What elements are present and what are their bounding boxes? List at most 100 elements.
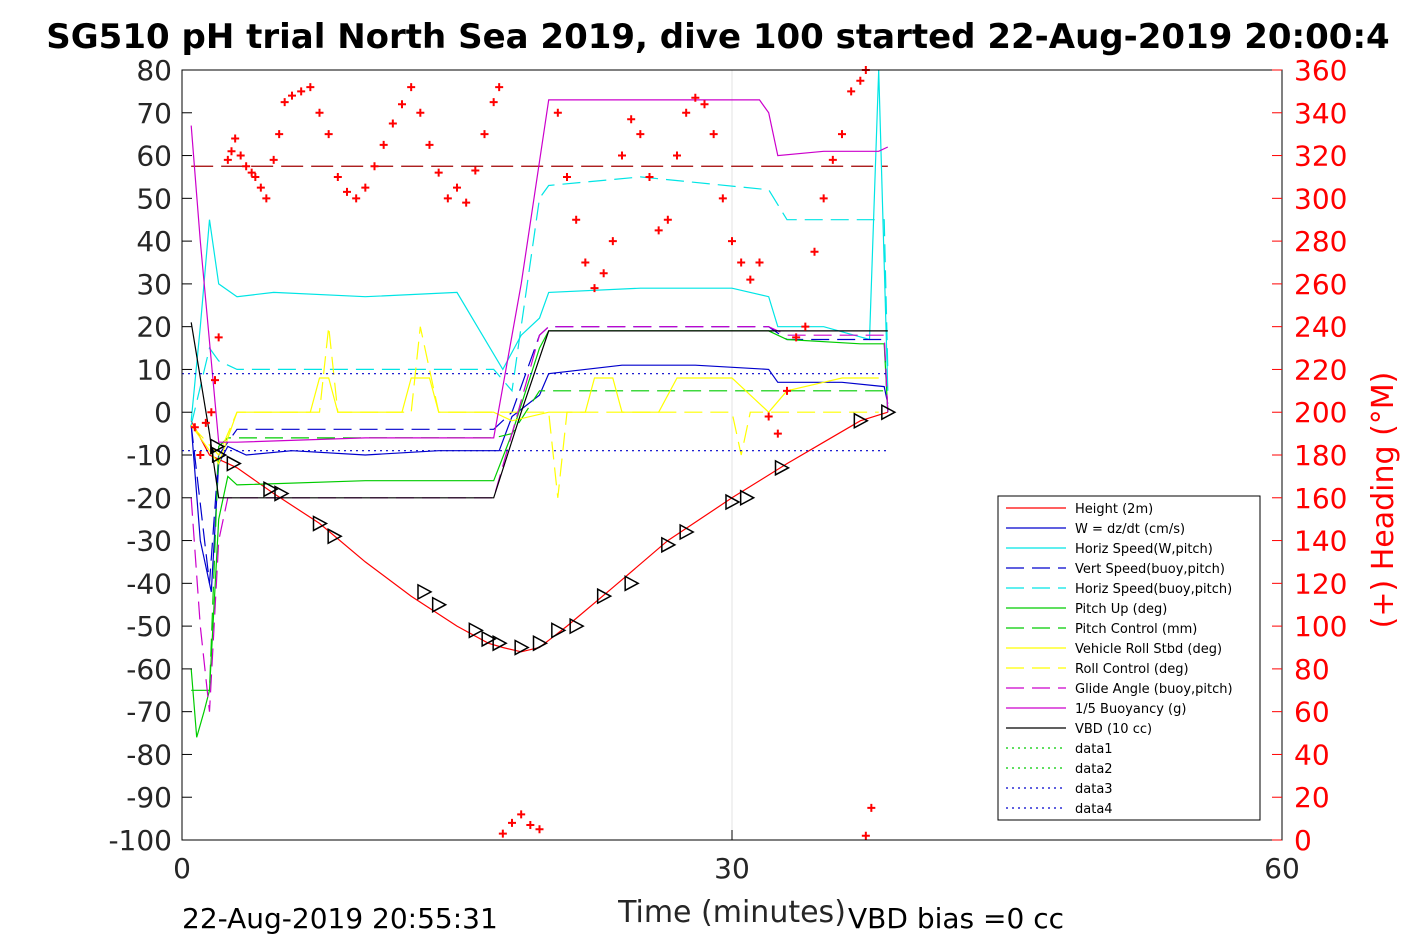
y-tick-label: 50 bbox=[136, 182, 172, 215]
heading-point bbox=[407, 83, 416, 92]
y-tick-label: -90 bbox=[126, 781, 172, 814]
y2-tick-label: 80 bbox=[1294, 653, 1330, 686]
depth-marker bbox=[514, 639, 530, 656]
heading-point bbox=[508, 818, 516, 827]
depth-marker bbox=[481, 630, 497, 648]
heading-point bbox=[810, 247, 819, 256]
heading-point bbox=[618, 151, 626, 160]
heading-point bbox=[498, 829, 507, 838]
heading-point bbox=[398, 100, 406, 109]
legend-entry: data2 bbox=[1075, 762, 1113, 777]
heading-point bbox=[599, 269, 608, 278]
y2-tick-label: 360 bbox=[1294, 54, 1347, 87]
legend-entry: Vehicle Roll Stbd (deg) bbox=[1075, 642, 1222, 657]
depth-marker bbox=[327, 528, 343, 545]
heading-point bbox=[535, 825, 544, 834]
heading-point bbox=[861, 831, 870, 840]
heading-point bbox=[315, 108, 324, 117]
legend: Height (2m) W = dz/dt (cm/s) Horiz Speed(W… bbox=[997, 495, 1261, 821]
chart-title: SG510 pH trial North Sea 2019, dive 100 … bbox=[46, 17, 1389, 57]
y2-tick-label: 260 bbox=[1294, 268, 1347, 301]
heading-point bbox=[480, 130, 489, 139]
y2-tick-label: 40 bbox=[1294, 738, 1330, 771]
depth-marker bbox=[312, 515, 329, 532]
heading-point bbox=[856, 76, 865, 85]
y2-tick-label: 200 bbox=[1294, 396, 1347, 429]
y2-tick-label: 20 bbox=[1294, 781, 1330, 814]
legend-entry: Glide Angle (buoy,pitch) bbox=[1075, 682, 1233, 697]
depth-marker bbox=[226, 455, 242, 472]
heading-point bbox=[553, 108, 562, 117]
x-axis: 0 30 60 bbox=[173, 830, 1300, 885]
heading-point bbox=[526, 821, 535, 830]
depth-marker bbox=[468, 622, 484, 639]
heading-point bbox=[462, 198, 471, 207]
y-tick-label: 80 bbox=[136, 54, 172, 87]
y2-tick-label: 220 bbox=[1294, 353, 1347, 386]
y2-tick-label: 160 bbox=[1294, 482, 1347, 515]
heading-point bbox=[663, 215, 672, 224]
heading-point bbox=[207, 408, 216, 417]
legend-entry: Height (2m) bbox=[1075, 502, 1153, 517]
heading-point bbox=[489, 98, 498, 107]
depth-marker bbox=[725, 493, 741, 511]
heading-point bbox=[201, 418, 210, 427]
heading-point bbox=[416, 108, 425, 117]
depth-marker bbox=[661, 536, 677, 554]
vbd-bias-footer: VBD bias =0 cc bbox=[848, 902, 1064, 935]
series-line-8 bbox=[190, 326, 879, 498]
y-tick-label: 0 bbox=[154, 396, 172, 429]
legend-entry: data3 bbox=[1075, 782, 1113, 797]
heading-point bbox=[773, 429, 782, 438]
depth-marker bbox=[431, 596, 448, 613]
heading-point bbox=[425, 140, 434, 149]
heading-point bbox=[275, 130, 284, 139]
heading-point bbox=[792, 333, 801, 342]
heading-point bbox=[636, 130, 645, 139]
series-line-1 bbox=[190, 364, 889, 593]
y-tick-label: -60 bbox=[126, 653, 172, 686]
depth-marker bbox=[417, 583, 433, 601]
y-tick-label: 20 bbox=[136, 311, 172, 344]
heading-point bbox=[453, 183, 461, 192]
series-line-9 bbox=[190, 326, 889, 712]
legend-entry: data4 bbox=[1075, 802, 1113, 817]
heading-point bbox=[718, 194, 727, 203]
y-tick-label: -30 bbox=[126, 525, 172, 558]
depth-marker bbox=[274, 485, 290, 502]
heading-point bbox=[269, 155, 278, 164]
heading-point bbox=[227, 147, 236, 156]
heading-point bbox=[352, 194, 361, 203]
heading-point bbox=[236, 151, 245, 160]
right-axis-label: (+) Heading (°M) bbox=[1366, 372, 1401, 629]
legend-entry: Horiz Speed(W,pitch) bbox=[1075, 542, 1213, 557]
heading-point bbox=[280, 98, 289, 107]
y-tick-label: -80 bbox=[126, 738, 172, 771]
heading-point bbox=[755, 258, 764, 267]
x-tick-label: 30 bbox=[714, 852, 750, 885]
heading-point bbox=[867, 803, 876, 812]
depth-marker bbox=[532, 634, 549, 652]
heading-point bbox=[847, 87, 856, 96]
heading-point bbox=[247, 168, 256, 177]
heading-point bbox=[495, 83, 504, 92]
heading-point bbox=[379, 140, 388, 149]
heading-point bbox=[370, 162, 379, 171]
y-tick-label: 10 bbox=[136, 353, 172, 386]
y-tick-label: 40 bbox=[136, 225, 172, 258]
plot-area bbox=[182, 66, 897, 840]
series-line-5 bbox=[190, 330, 889, 738]
heading-point bbox=[801, 322, 810, 331]
heading-point bbox=[306, 83, 315, 92]
series-line-4 bbox=[190, 176, 889, 426]
heading-point bbox=[673, 151, 681, 160]
legend-entry: data1 bbox=[1075, 742, 1113, 757]
depth-marker bbox=[739, 489, 756, 507]
legend-entry: Pitch Control (mm) bbox=[1075, 622, 1197, 637]
y2-tick-label: 60 bbox=[1294, 696, 1330, 729]
heading-point bbox=[223, 155, 232, 164]
y2-tick-label: 120 bbox=[1294, 567, 1347, 600]
heading-point bbox=[214, 333, 223, 342]
heading-point bbox=[819, 194, 828, 203]
